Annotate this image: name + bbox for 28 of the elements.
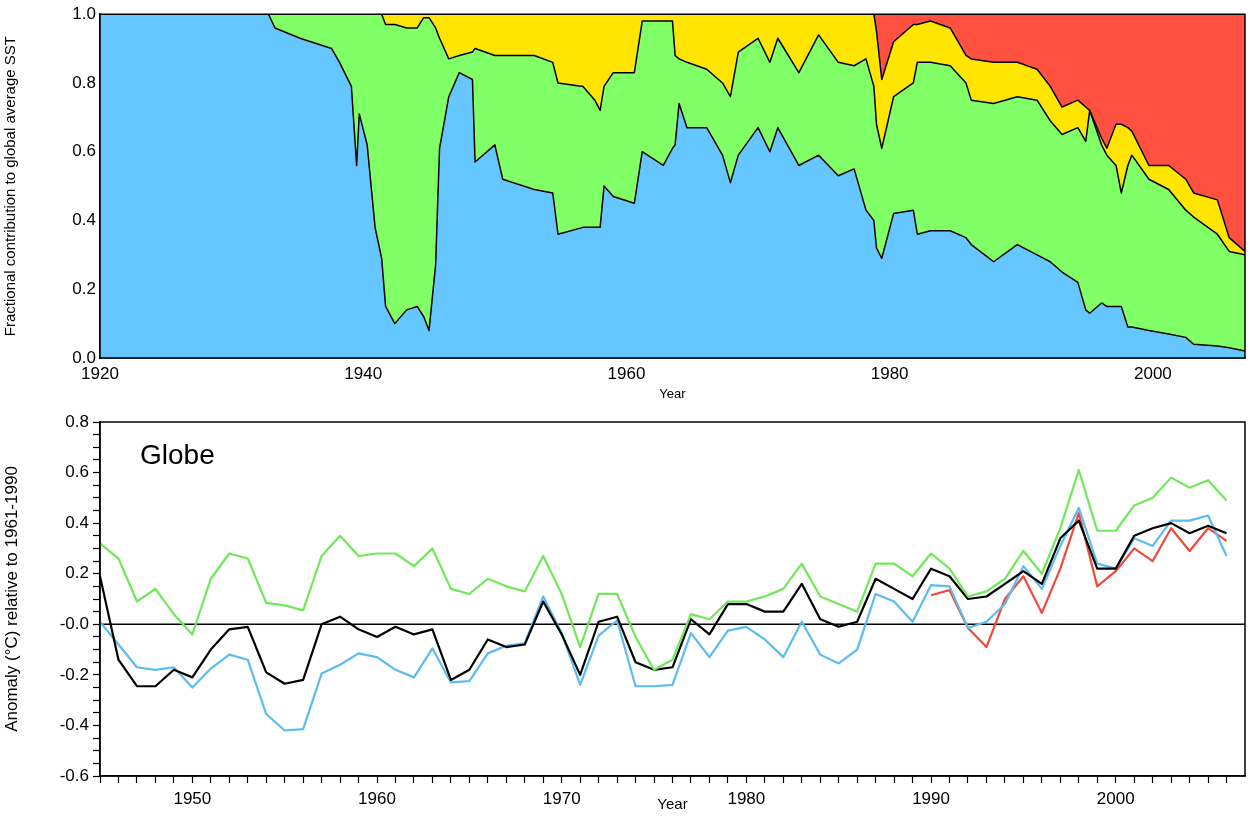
annotation: Globe: [140, 439, 215, 470]
x-tick-label: 1980: [870, 363, 909, 383]
x-tick-label: 1960: [358, 788, 396, 808]
x-tick-label: 2000: [1133, 363, 1172, 383]
x-tick-label: 1940: [344, 363, 383, 383]
y-tick-label: 1.0: [72, 3, 96, 23]
x-tick-label: 1980: [727, 788, 766, 808]
y-tick-label: -0.2: [59, 664, 89, 684]
y-tick-label: -0.4: [59, 715, 89, 735]
x-tick-label: 1970: [542, 788, 581, 808]
y-tick-label: 0.8: [72, 72, 96, 92]
x-tick-label: 1990: [912, 788, 950, 808]
y-tick-label: 0.2: [65, 563, 89, 583]
y-tick-label: 0.2: [72, 278, 96, 298]
y-axis-title: Fractional contribution to global average SST: [1, 36, 19, 337]
y-tick-label: 0.4: [72, 210, 96, 230]
y-tick-label: 0.8: [65, 411, 89, 431]
x-axis-title: Year: [659, 385, 687, 401]
y-axis-title: Anomaly (°C) relative to 1961-1990: [1, 466, 21, 732]
y-tick-label: -0.0: [59, 613, 89, 633]
x-axis-title: Year: [657, 795, 688, 813]
x-tick-label: 1960: [607, 363, 646, 383]
y-tick-label: 0.6: [65, 462, 89, 482]
y-tick-label: -0.6: [59, 765, 89, 785]
x-tick-label: 2000: [1096, 788, 1135, 808]
y-tick-label: 0.4: [65, 512, 89, 532]
y-tick-label: 0.6: [72, 141, 96, 161]
x-tick-label: 1950: [173, 788, 212, 808]
